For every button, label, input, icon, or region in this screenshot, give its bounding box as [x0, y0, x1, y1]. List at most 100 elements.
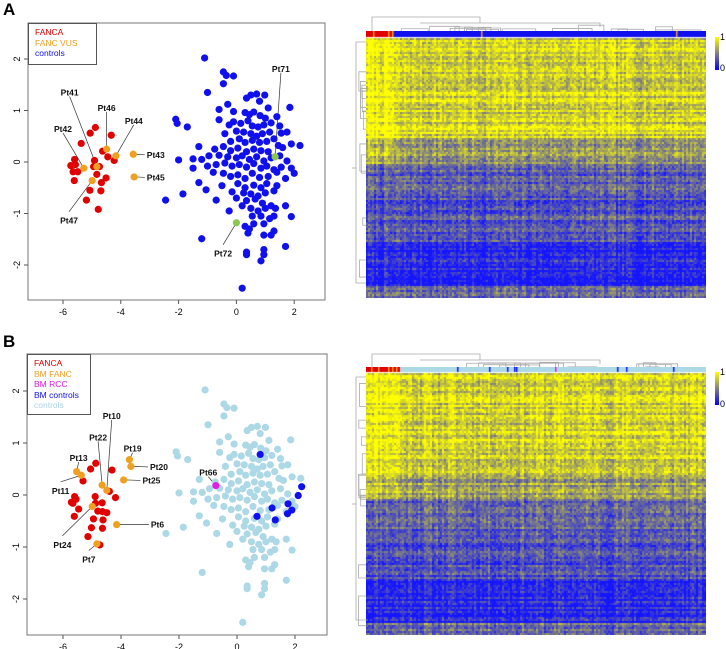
data-point-controls [250, 181, 258, 189]
data-point-controls [250, 553, 258, 562]
data-point-controls [204, 495, 212, 503]
data-point-bm-controls [294, 491, 302, 500]
data-point-controls [257, 147, 265, 155]
data-point-controls [229, 521, 237, 529]
data-point-controls [239, 618, 247, 627]
data-point-controls [270, 227, 278, 235]
data-point-controls [219, 169, 227, 177]
dendrogram [352, 353, 678, 627]
data-point-controls [261, 189, 269, 197]
data-point-controls [216, 438, 224, 446]
data-point-controls [262, 522, 270, 530]
data-point-fanc-vus [88, 176, 96, 185]
column-dendrogram-branch [636, 363, 667, 368]
legend-entry: FANCA [35, 27, 64, 37]
data-point-controls [253, 486, 261, 494]
data-point-controls [215, 105, 223, 114]
row-dendrogram-branch [362, 217, 366, 226]
data-point-fanc-vus [129, 150, 137, 158]
data-point-fanca [89, 515, 98, 523]
data-point-controls [247, 204, 255, 212]
data-point-controls [212, 196, 220, 204]
data-point-controls [271, 468, 279, 476]
data-point-controls [266, 461, 274, 469]
data-point-controls [264, 104, 272, 112]
row-dendrogram-branch [358, 419, 366, 429]
data-point-fanca [86, 465, 95, 473]
data-point-controls [261, 114, 269, 122]
data-point-bm-controls [298, 483, 306, 491]
y-tick-label: -2 [11, 595, 21, 603]
column-dendrogram-branch [464, 26, 492, 31]
data-point-controls [288, 473, 296, 481]
data-point-controls [221, 159, 229, 167]
annotation-label: Pt72 [214, 249, 232, 259]
data-point-controls [203, 88, 212, 97]
data-point-controls [202, 186, 210, 194]
row-dendrogram-branch [355, 41, 366, 284]
x-tick-label: -2 [175, 307, 183, 317]
row-dendrogram-branch [359, 488, 366, 500]
data-point-controls [270, 187, 278, 195]
data-point-controls [263, 470, 272, 478]
annotation-label: Pt71 [272, 64, 290, 74]
y-tick-label: 1 [12, 108, 22, 113]
data-point-controls [189, 488, 198, 496]
column-dendrogram-branch [610, 28, 628, 31]
data-point-bm-controls [253, 512, 261, 520]
data-point-controls [205, 485, 214, 493]
data-point-controls [224, 486, 232, 494]
data-point-controls [237, 452, 245, 460]
data-point-fanc-vus [93, 163, 101, 171]
data-point-controls [247, 538, 256, 546]
data-point-controls [267, 119, 275, 127]
data-point-controls [242, 508, 250, 516]
data-point-controls [218, 515, 227, 523]
data-point-controls [219, 80, 227, 88]
data-point-controls [195, 142, 203, 151]
data-point-bm-fanc [127, 462, 135, 470]
data-point-controls [257, 164, 265, 172]
data-point-controls [260, 579, 269, 588]
data-point-controls [288, 546, 296, 554]
annotation-leader-line [62, 132, 85, 169]
data-point-controls [283, 157, 291, 165]
data-point-controls [213, 494, 221, 502]
data-point-controls [262, 538, 270, 546]
column-dendrogram-branch [371, 16, 481, 31]
data-point-controls [229, 495, 237, 503]
x-tick-label: 0 [234, 642, 239, 649]
panel-label-b: B [3, 332, 16, 351]
data-point-controls [246, 559, 254, 567]
data-point-controls [256, 507, 264, 515]
data-point-controls [263, 162, 271, 170]
row-dendrogram-branch [360, 81, 366, 108]
data-point-controls [284, 490, 292, 498]
data-point-controls [287, 140, 295, 148]
data-point-controls [281, 242, 290, 251]
data-point-controls [283, 128, 291, 136]
data-point-controls [255, 97, 264, 105]
data-point-fanca [91, 123, 99, 132]
data-point-fanc-vus [80, 164, 88, 172]
y-tick-label: 0 [11, 492, 21, 497]
data-point-controls [260, 565, 269, 573]
data-point-controls [239, 485, 247, 493]
data-point-fanca [70, 176, 78, 185]
data-point-controls [248, 136, 256, 144]
annotation-label: Pt19 [124, 444, 142, 454]
data-point-controls [238, 202, 246, 210]
legend-entry: controls [35, 48, 65, 58]
data-point-controls [219, 142, 227, 151]
annotation-leader-line [69, 96, 98, 167]
data-point-controls [261, 423, 270, 431]
data-point-controls [221, 492, 229, 500]
data-point-controls [211, 145, 219, 153]
data-point-controls [268, 487, 276, 495]
data-point-controls [223, 404, 231, 412]
colorbar-a [715, 37, 719, 70]
data-point-controls [284, 461, 292, 469]
data-point-controls [238, 284, 246, 292]
data-point-fanca [74, 168, 82, 176]
row-dendrogram-branch [358, 473, 366, 496]
